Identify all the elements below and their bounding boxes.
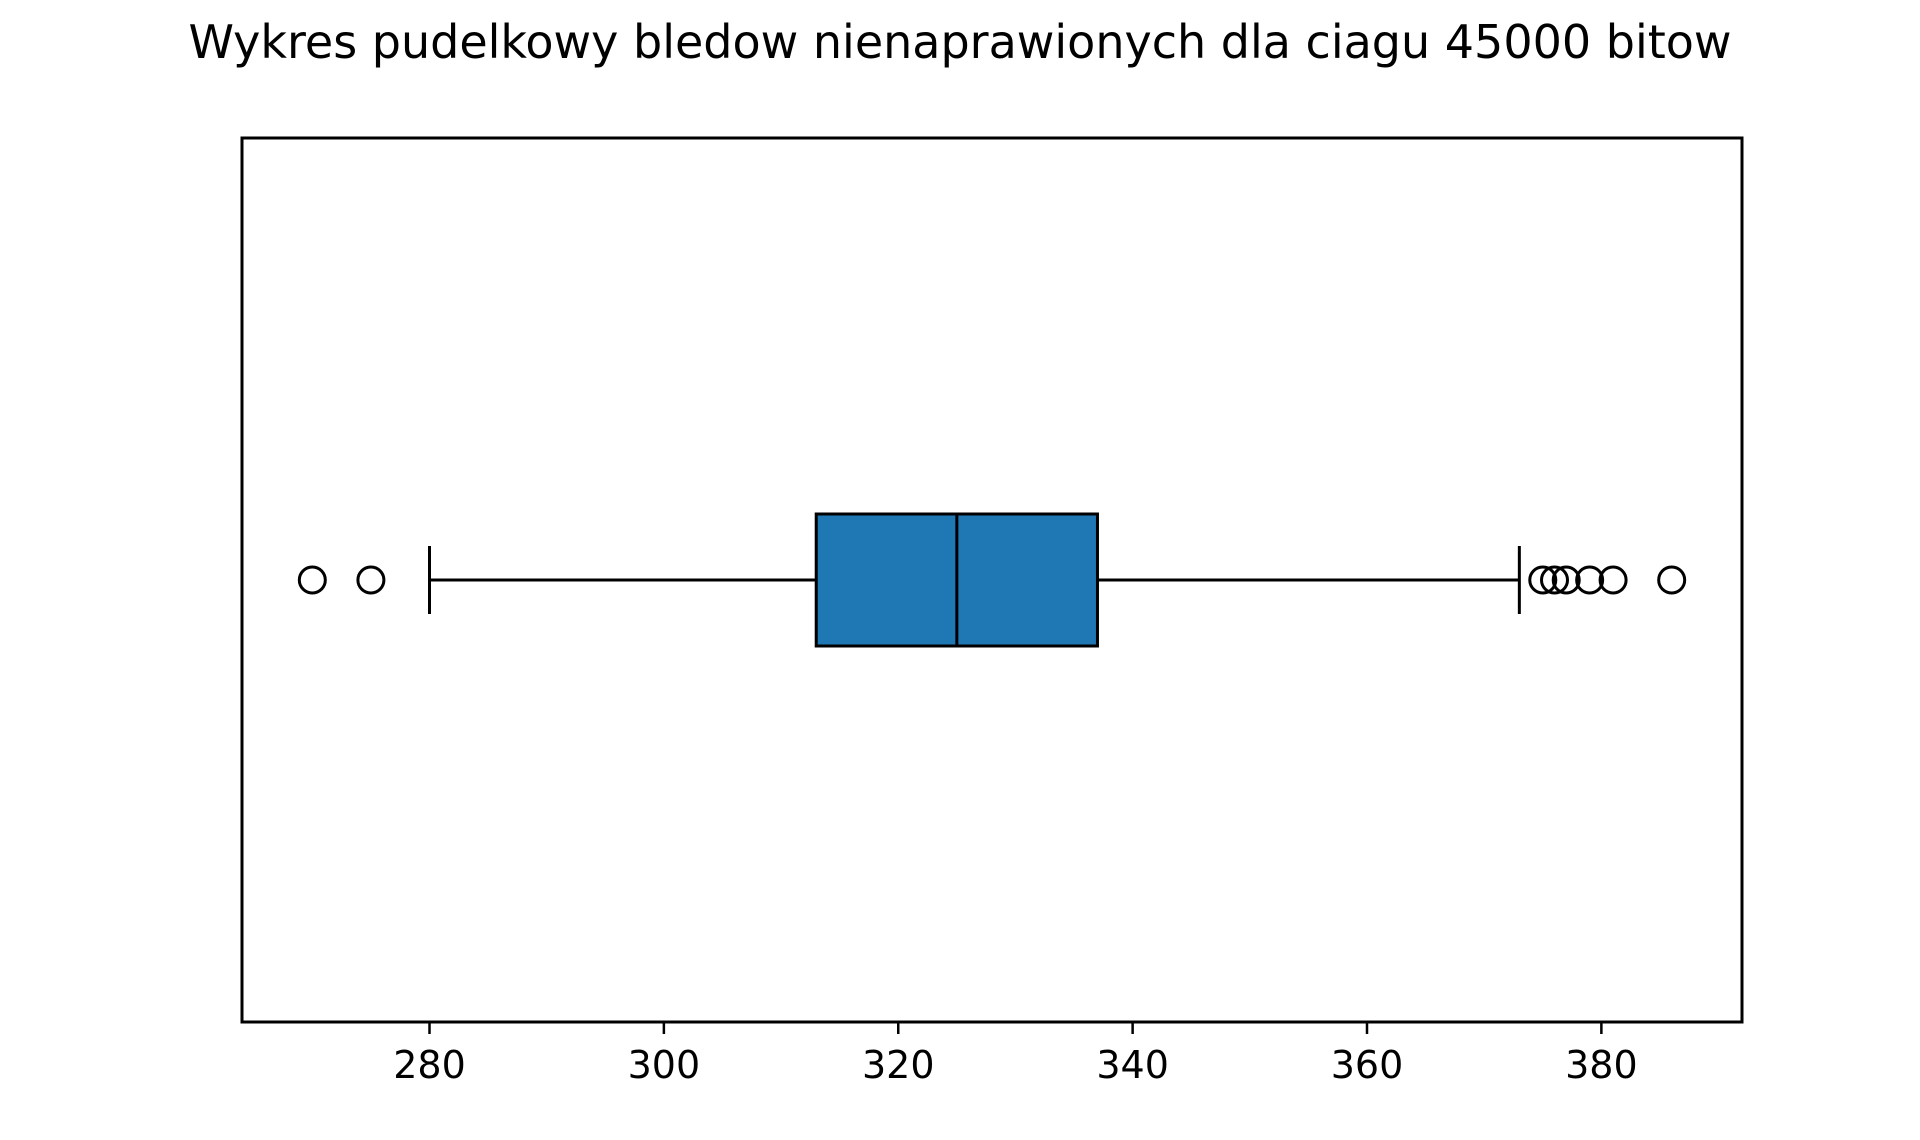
x-tick-label: 300 <box>628 1043 701 1087</box>
box-plot-marks <box>297 512 1687 648</box>
x-axis: 280 300 320 340 360 380 <box>393 1022 1638 1087</box>
x-tick-label: 280 <box>393 1043 466 1087</box>
plot-area-frame <box>240 136 1744 1024</box>
outlier-point <box>1540 565 1569 595</box>
outlier-point <box>1528 565 1558 595</box>
outlier-point <box>1551 565 1581 595</box>
outlier-point <box>297 565 327 595</box>
outlier-point <box>1575 565 1605 595</box>
x-tick-label: 380 <box>1565 1043 1638 1087</box>
x-tick-label: 320 <box>862 1043 935 1087</box>
outlier-point <box>1657 565 1687 595</box>
outlier-point <box>356 565 386 595</box>
chart-title: Wykres pudelkowy bledow nienaprawionych … <box>188 15 1731 69</box>
outlier-point <box>1598 565 1628 595</box>
x-tick-label: 360 <box>1331 1043 1404 1087</box>
x-tick-label: 340 <box>1096 1043 1169 1087</box>
